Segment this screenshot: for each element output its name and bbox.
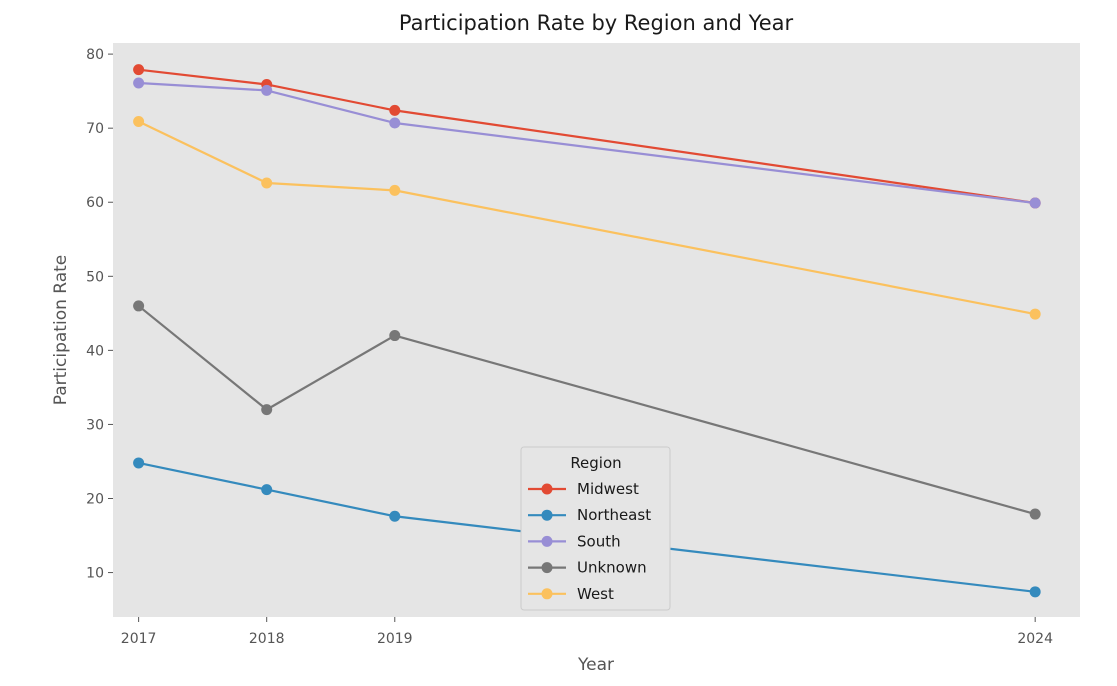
x-tick-label: 2024 <box>1017 631 1053 647</box>
y-tick-label: 70 <box>86 121 104 137</box>
y-tick-label: 60 <box>86 195 104 211</box>
legend-entry-west: West <box>528 585 614 603</box>
legend-box <box>520 446 671 611</box>
legend-entry-midwest: Midwest <box>528 480 639 498</box>
y-axis-label: Participation Rate <box>51 255 71 406</box>
series-line-west <box>138 120 1036 316</box>
series-line-unknown <box>137 305 1036 516</box>
legend-marker <box>541 535 553 547</box>
y-tick-label: 80 <box>86 47 104 63</box>
data-point-midwest <box>389 104 401 116</box>
y-tick-label: 20 <box>86 491 104 507</box>
series-unknown <box>133 300 1041 520</box>
data-point-unknown <box>1029 508 1041 520</box>
x-tick-label: 2019 <box>377 631 413 647</box>
data-point-unknown <box>389 330 401 342</box>
series-northeast <box>133 457 1041 598</box>
legend-marker <box>541 588 553 600</box>
legend-marker <box>541 483 553 495</box>
x-tick-label: 2017 <box>121 631 157 647</box>
series-line-northeast <box>138 461 1036 593</box>
y-axis-ticks: 10 20 30 40 50 60 70 80 <box>86 47 113 582</box>
data-point-south <box>133 77 145 89</box>
data-point-west <box>133 116 145 128</box>
legend-entry-unknown: Unknown <box>528 559 647 577</box>
series-south <box>133 77 1041 209</box>
legend-label: Unknown <box>577 559 647 577</box>
y-tick-label: 30 <box>86 417 104 433</box>
legend-label: South <box>577 532 621 550</box>
legend: Region Midwest Northeast South Unknown West <box>520 446 671 611</box>
y-tick-label: 10 <box>86 566 104 582</box>
x-tick-label: 2018 <box>249 631 285 647</box>
data-point-south <box>1029 197 1041 209</box>
data-point-west <box>389 184 401 196</box>
data-point-northeast <box>389 510 401 522</box>
data-point-south <box>389 117 401 129</box>
data-point-unknown <box>133 300 145 312</box>
legend-entry-south: South <box>528 532 621 550</box>
legend-marker <box>541 509 553 521</box>
legend-marker <box>541 562 553 574</box>
data-point-northeast <box>1029 586 1041 598</box>
series-line-midwest <box>138 68 1036 205</box>
legend-title: Region <box>570 454 621 472</box>
data-point-west <box>1029 308 1041 320</box>
data-point-west <box>261 177 273 189</box>
series-layer <box>133 64 1041 598</box>
series-west <box>133 116 1041 320</box>
x-axis-label: Year <box>577 655 614 675</box>
y-tick-label: 50 <box>86 269 104 285</box>
legend-label: Northeast <box>577 506 651 524</box>
legend-entries: Midwest Northeast South Unknown West <box>528 480 651 603</box>
x-axis-ticks: 2017 2018 2019 2024 <box>121 617 1053 647</box>
y-tick-label: 40 <box>86 343 104 359</box>
data-point-northeast <box>261 484 273 496</box>
data-point-northeast <box>133 457 145 469</box>
series-line-south <box>138 81 1036 205</box>
data-point-unknown <box>261 404 273 416</box>
legend-entry-northeast: Northeast <box>528 506 651 524</box>
legend-label: West <box>577 585 614 603</box>
legend-label: Midwest <box>577 480 639 498</box>
data-point-south <box>261 84 273 96</box>
chart-title: Participation Rate by Region and Year <box>399 11 794 35</box>
data-point-midwest <box>133 64 145 76</box>
